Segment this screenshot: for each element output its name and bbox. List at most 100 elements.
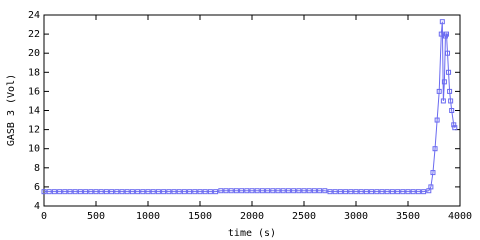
point (291, 188, 297, 194)
point (145, 189, 151, 195)
point (77, 189, 83, 195)
x-tick-label: 4000 (448, 211, 472, 222)
point (428, 184, 434, 190)
point (369, 189, 375, 195)
point (348, 189, 354, 195)
point (223, 188, 229, 194)
series-line (44, 21, 456, 193)
point (67, 189, 73, 195)
x-tick-label: 500 (87, 211, 105, 222)
point (124, 189, 130, 195)
point (410, 189, 416, 195)
point (270, 188, 276, 194)
point (448, 98, 454, 104)
point (451, 122, 457, 128)
point (285, 188, 291, 194)
x-tick-label: 2000 (240, 211, 264, 222)
point (166, 189, 172, 195)
point (140, 189, 146, 195)
point (343, 189, 349, 195)
point (213, 189, 219, 195)
point (103, 189, 109, 195)
point (400, 189, 406, 195)
point (233, 188, 239, 194)
point (379, 189, 385, 195)
point (207, 189, 213, 195)
point (337, 189, 343, 195)
point (129, 189, 135, 195)
y-tick-label: 16 (28, 86, 40, 97)
point (374, 189, 380, 195)
point (275, 188, 281, 194)
point (265, 188, 271, 194)
point (98, 189, 104, 195)
point (443, 31, 449, 37)
point (114, 189, 120, 195)
y-tick-label: 22 (28, 29, 40, 40)
point (197, 189, 203, 195)
point (244, 188, 250, 194)
y-tick-label: 4 (34, 201, 40, 212)
y-tick-label: 10 (28, 144, 40, 155)
x-tick-label: 1000 (136, 211, 160, 222)
point (301, 188, 307, 194)
y-tick-label: 14 (28, 106, 40, 117)
point (311, 188, 317, 194)
point (161, 189, 167, 195)
point (405, 189, 411, 195)
x-tick-label: 1500 (188, 211, 212, 222)
point (449, 108, 455, 113)
point (447, 88, 453, 94)
point (83, 189, 89, 195)
point (187, 189, 193, 195)
x-tick-label: 0 (41, 211, 47, 222)
point (171, 189, 177, 195)
point (327, 189, 333, 195)
point (436, 88, 442, 94)
plot-border (43, 14, 461, 207)
x-axis-label: time (s) (228, 228, 276, 239)
point (384, 189, 390, 195)
x-tick-label: 3000 (344, 211, 368, 222)
y-tick-label: 18 (28, 67, 40, 78)
point (434, 117, 440, 123)
point (439, 19, 445, 25)
point (432, 146, 438, 152)
y-tick-label: 6 (34, 182, 40, 193)
point (150, 189, 156, 195)
point (395, 189, 401, 195)
point (430, 170, 436, 176)
x-tick-label: 2500 (292, 211, 316, 222)
point (452, 125, 458, 131)
point (440, 98, 446, 104)
y-tick-label: 12 (28, 125, 40, 136)
point (254, 188, 260, 194)
point (332, 189, 338, 195)
point (280, 188, 286, 194)
point (421, 189, 427, 195)
point (135, 189, 141, 195)
y-tick-label: 8 (34, 163, 40, 174)
point (445, 50, 451, 56)
point (93, 189, 99, 195)
point (441, 79, 447, 85)
point (46, 189, 52, 195)
point (322, 188, 328, 194)
point (306, 188, 312, 194)
point (72, 189, 78, 195)
point (88, 189, 94, 195)
point (202, 189, 208, 195)
point (228, 188, 234, 194)
point (296, 188, 302, 194)
point (176, 189, 182, 195)
point (41, 189, 47, 195)
point (259, 188, 265, 194)
point (155, 189, 161, 195)
point (415, 189, 421, 195)
point (119, 189, 125, 195)
point (181, 189, 187, 195)
point (192, 189, 198, 195)
point (51, 189, 57, 195)
y-tick-label: 20 (28, 48, 40, 59)
